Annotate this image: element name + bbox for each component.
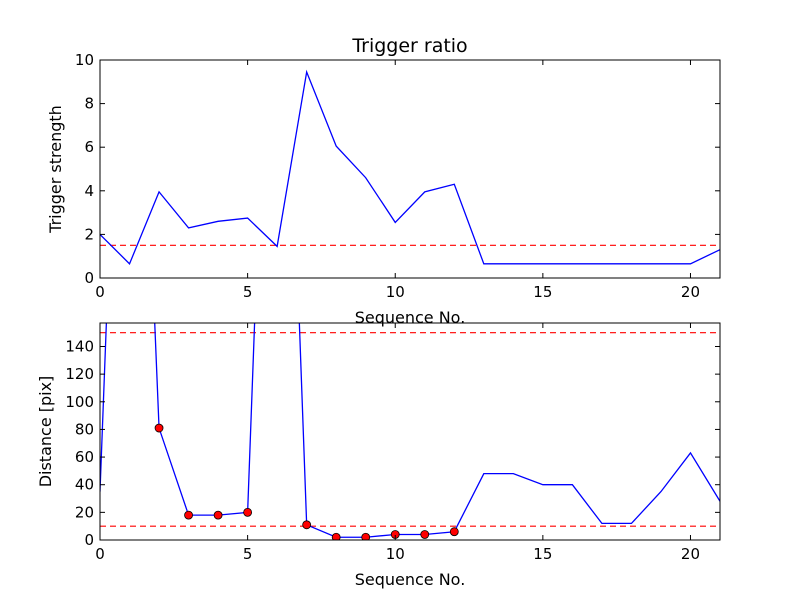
data-point-marker bbox=[361, 532, 371, 540]
y-tick-label: 10 bbox=[75, 51, 94, 69]
y-axis-label: Trigger strength bbox=[46, 105, 65, 234]
x-tick-label: 5 bbox=[243, 545, 253, 563]
y-tick-label: 140 bbox=[65, 337, 94, 355]
x-tick-label: 15 bbox=[533, 283, 552, 301]
data-point-marker bbox=[213, 510, 223, 520]
y-axis-label: Distance [pix] bbox=[36, 376, 55, 488]
y-tick-label: 60 bbox=[75, 448, 94, 466]
x-axis-label: Sequence No. bbox=[355, 308, 466, 327]
distance-panel: 0 5 10 15 20 0 20 40 60 80 100 120 140 Sequence No. Di… bbox=[36, 322, 721, 589]
x-tick-label: 15 bbox=[533, 545, 552, 563]
axes-frame bbox=[99, 322, 721, 541]
data-point-marker bbox=[420, 530, 430, 539]
data-point-marker bbox=[184, 510, 193, 520]
data-point-marker bbox=[302, 520, 312, 530]
series-line bbox=[100, 69, 720, 265]
x-tick-label: 0 bbox=[95, 283, 105, 301]
y-tick-label: 120 bbox=[65, 365, 94, 383]
y-tick-label: 8 bbox=[84, 95, 94, 113]
y-tick-label: 20 bbox=[75, 503, 94, 521]
trigger-ratio-panel: 0 5 10 15 20 0 2 4 6 8 10 Sequence No. Trigger stren… bbox=[46, 35, 721, 327]
x-tick-label: 5 bbox=[243, 283, 253, 301]
y-tick-label: 100 bbox=[65, 393, 94, 411]
y-tick-label: 2 bbox=[84, 225, 94, 243]
y-tick-label: 6 bbox=[84, 138, 94, 156]
plot-area bbox=[100, 69, 720, 265]
data-point-marker bbox=[243, 507, 253, 517]
data-point-marker bbox=[449, 527, 459, 537]
plot-area bbox=[100, 323, 720, 540]
x-tick-label: 20 bbox=[681, 283, 700, 301]
y-tick-label: 4 bbox=[84, 182, 94, 200]
chart-title: Trigger ratio bbox=[351, 35, 467, 57]
series-line bbox=[100, 323, 720, 538]
x-tick-label: 10 bbox=[386, 283, 405, 301]
x-tick-label: 20 bbox=[681, 545, 700, 563]
data-point-marker bbox=[331, 532, 341, 540]
x-tick-label: 0 bbox=[95, 545, 105, 563]
data-point-marker bbox=[154, 423, 164, 433]
x-axis-label: Sequence No. bbox=[355, 570, 466, 589]
y-tick-label: 80 bbox=[75, 420, 94, 438]
x-tick-label: 10 bbox=[386, 545, 405, 563]
y-tick-label: 0 bbox=[84, 531, 94, 549]
y-tick-label: 0 bbox=[84, 269, 94, 287]
axes-frame bbox=[99, 59, 721, 279]
y-tick-label: 40 bbox=[75, 476, 94, 494]
